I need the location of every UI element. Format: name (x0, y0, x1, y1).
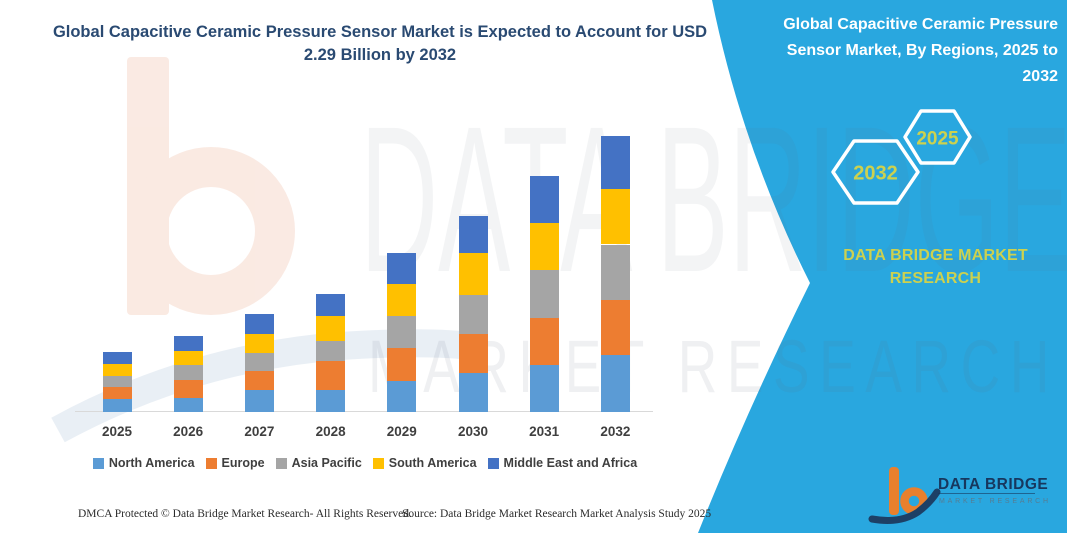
x-axis-label-2027: 2027 (244, 424, 275, 439)
legend-label: Europe (221, 456, 265, 470)
legend-item-middle-east-and-africa: Middle East and Africa (487, 456, 638, 470)
source-note: Source: Data Bridge Market Research Mark… (402, 508, 712, 520)
x-axis-label-2032: 2032 (600, 424, 631, 439)
bar-segment-europe-2032 (600, 299, 630, 356)
bar-segment-north-america-2031 (529, 365, 559, 412)
bar-segment-south-america-2028 (316, 315, 346, 341)
bar-segment-south-america-2031 (529, 222, 559, 270)
bar-segment-asia-pacific-2029 (387, 315, 417, 349)
bar-segment-south-america-2026 (173, 350, 203, 365)
bar-segment-middle-east-and-africa-2028 (316, 293, 346, 316)
bar-segment-middle-east-and-africa-2025 (102, 351, 132, 364)
bar-segment-europe-2026 (173, 379, 203, 398)
bar-segment-europe-2029 (387, 348, 417, 381)
bar-segment-south-america-2027 (244, 333, 274, 353)
x-axis-label-2031: 2031 (529, 424, 560, 439)
bar-segment-north-america-2025 (102, 398, 132, 412)
legend-swatch (92, 457, 104, 469)
bar-segment-south-america-2029 (387, 284, 417, 316)
bar-segment-north-america-2030 (458, 373, 488, 412)
legend-item-europe: Europe (205, 456, 265, 470)
bar-segment-middle-east-and-africa-2032 (600, 136, 630, 190)
bar-segment-south-america-2025 (102, 363, 132, 376)
bar-segment-middle-east-and-africa-2029 (387, 252, 417, 285)
bar-segment-north-america-2026 (173, 397, 203, 412)
bar-segment-south-america-2032 (600, 189, 630, 245)
x-axis-label-2025: 2025 (101, 424, 133, 439)
legend-item-asia-pacific: Asia Pacific (275, 456, 362, 470)
x-axis-label-2026: 2026 (173, 424, 204, 439)
legend-label: South America (388, 456, 477, 470)
bar-segment-north-america-2032 (600, 355, 630, 412)
bar-segment-north-america-2027 (244, 390, 274, 412)
x-axis-label-2028: 2028 (315, 424, 346, 439)
x-axis-label-2030: 2030 (457, 424, 489, 439)
bar-segment-asia-pacific-2026 (173, 365, 203, 380)
x-axis-label-2029: 2029 (386, 424, 417, 439)
dmca-notice: DMCA Protected © Data Bridge Market Rese… (78, 508, 412, 520)
bar-segment-asia-pacific-2030 (458, 295, 488, 334)
bar-segment-asia-pacific-2028 (316, 340, 346, 362)
bar-segment-europe-2031 (529, 318, 559, 365)
main-title: Global Capacitive Ceramic Pressure Senso… (52, 23, 708, 65)
bar-segment-middle-east-and-africa-2026 (173, 336, 203, 351)
bar-segment-middle-east-and-africa-2027 (244, 314, 274, 334)
legend-swatch (275, 457, 287, 469)
chart-legend: North America Europe Asia Pacific South Ame… (65, 456, 665, 470)
bar-segment-middle-east-and-africa-2030 (458, 215, 488, 253)
legend-swatch (372, 457, 384, 469)
bar-segment-europe-2025 (102, 386, 132, 399)
bar-segment-south-america-2030 (458, 252, 488, 296)
bar-segment-europe-2027 (244, 371, 274, 391)
bar-segment-asia-pacific-2031 (529, 269, 559, 318)
bar-segment-europe-2028 (316, 361, 346, 391)
bar-segment-north-america-2029 (387, 380, 417, 412)
bar-segment-north-america-2028 (316, 390, 346, 412)
legend-swatch (487, 457, 499, 469)
legend-label: North America (108, 456, 195, 470)
bar-segment-middle-east-and-africa-2031 (529, 175, 559, 223)
bar-segment-asia-pacific-2027 (244, 353, 274, 372)
side-panel-title: Global Capacitive Ceramic Pressure Senso… (783, 16, 1058, 85)
bar-segment-asia-pacific-2032 (600, 244, 630, 300)
legend-item-north-america: North America (92, 456, 195, 470)
legend-label: Asia Pacific (291, 456, 362, 470)
brand-text: DATA BRIDGE MARKET RESEARCH (843, 247, 1028, 288)
legend-swatch (205, 457, 217, 469)
x-axis-line (75, 411, 653, 412)
bar-segment-asia-pacific-2025 (102, 375, 132, 387)
legend-label: Middle East and Africa (503, 456, 638, 470)
legend-item-south-america: South America (372, 456, 477, 470)
bar-segment-europe-2030 (458, 333, 488, 374)
